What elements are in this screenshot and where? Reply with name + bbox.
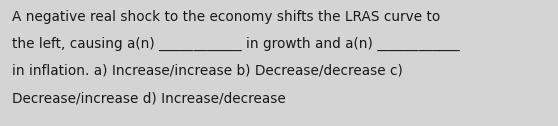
Text: the left, causing a(n) ____________ in growth and a(n) ____________: the left, causing a(n) ____________ in g… — [12, 37, 460, 51]
Text: Decrease/increase d) Increase/decrease: Decrease/increase d) Increase/decrease — [12, 91, 286, 105]
Text: in inflation. a) Increase/increase b) Decrease/decrease c): in inflation. a) Increase/increase b) De… — [12, 64, 403, 78]
Text: A negative real shock to the economy shifts the LRAS curve to: A negative real shock to the economy shi… — [12, 10, 440, 24]
